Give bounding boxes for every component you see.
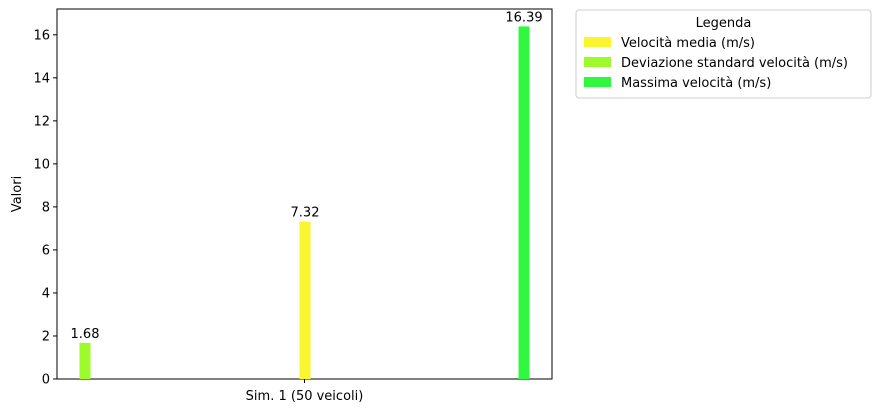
bar-value-label: 1.68 bbox=[71, 327, 100, 342]
axes: 0 2 4 6 8 10 12 14 16 Valori Sim. 1 (50 veicoli) bbox=[10, 8, 553, 404]
y-tick-label: 8 bbox=[42, 200, 50, 215]
y-tick-label: 6 bbox=[42, 243, 50, 258]
y-axis-label: Valori bbox=[10, 176, 25, 212]
legend-swatch bbox=[584, 37, 611, 47]
y-tick-label: 2 bbox=[42, 329, 50, 344]
bar-value-label: 7.32 bbox=[291, 206, 320, 221]
legend: Legenda Velocità media (m/s) Deviazione st… bbox=[575, 9, 872, 99]
legend-entry-label: Deviazione standard velocità (m/s) bbox=[621, 56, 848, 71]
legend-swatch bbox=[584, 77, 611, 87]
y-tick-label: 12 bbox=[33, 114, 50, 129]
legend-title: Legenda bbox=[696, 16, 752, 31]
bar-value-label: 16.39 bbox=[505, 10, 542, 25]
bar bbox=[518, 26, 530, 380]
bar bbox=[79, 342, 91, 379]
y-tick-label: 14 bbox=[33, 71, 50, 86]
legend-box bbox=[575, 9, 872, 99]
bars bbox=[79, 26, 530, 380]
bar-labels: 1.68 7.32 16.39 bbox=[71, 10, 543, 341]
y-tick-label: 0 bbox=[42, 373, 50, 388]
legend-entry-label: Velocità media (m/s) bbox=[621, 36, 755, 51]
legend-swatch bbox=[584, 57, 611, 67]
x-tick-label: Sim. 1 (50 veicoli) bbox=[246, 389, 364, 404]
y-tick-label: 10 bbox=[33, 157, 50, 172]
legend-entry-label: Massima velocità (m/s) bbox=[621, 76, 771, 91]
y-tick-label: 4 bbox=[42, 286, 50, 301]
bar bbox=[299, 221, 311, 379]
y-tick-label: 16 bbox=[33, 28, 50, 43]
